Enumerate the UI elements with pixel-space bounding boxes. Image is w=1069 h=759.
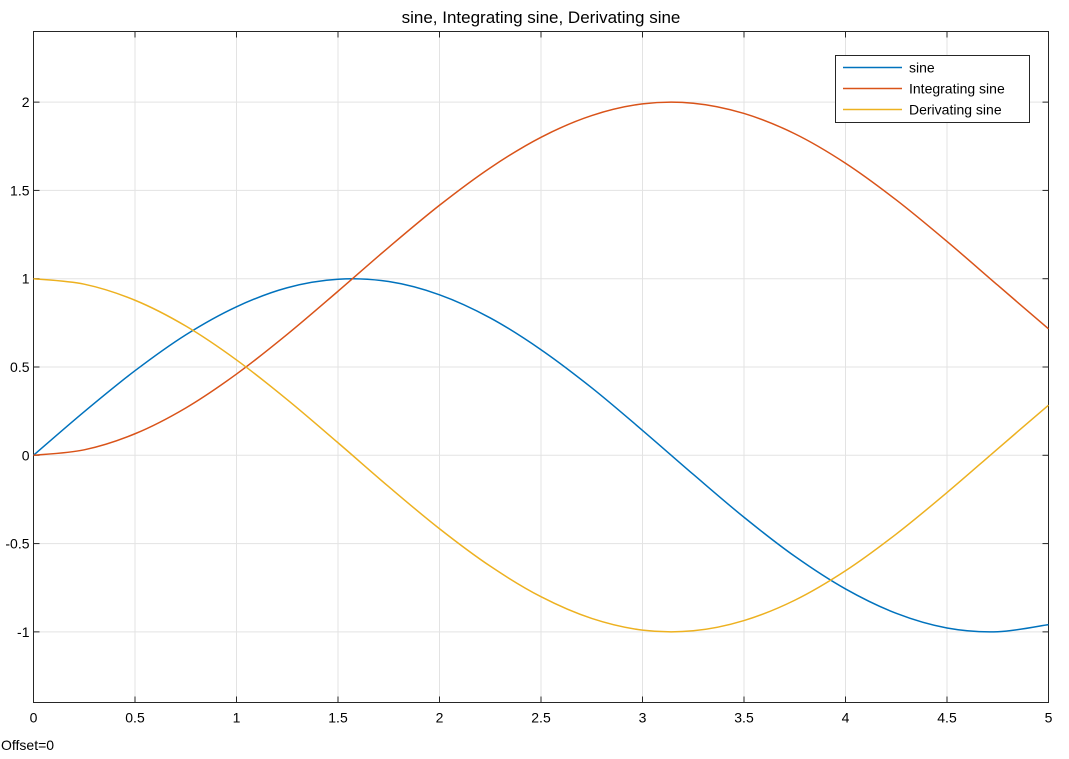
x-tick-label: 2.5: [531, 710, 551, 726]
y-tick-label: 2: [22, 94, 30, 110]
y-tick-label: 1.5: [10, 182, 30, 198]
x-tick-label: 3.5: [734, 710, 754, 726]
x-tick-label: 3: [639, 710, 647, 726]
y-tick-label: 0.5: [10, 359, 30, 375]
series-lines: [33, 101, 1049, 633]
series-line-sine: [33, 278, 1049, 633]
grid: [33, 31, 1049, 703]
x-tick-label: 1.5: [328, 710, 348, 726]
series-line-integrating-sine: [33, 101, 1049, 457]
y-tick-label: 0: [22, 447, 30, 463]
offset-label: Offset=0: [1, 737, 55, 753]
x-tick-label: 4: [842, 710, 850, 726]
x-tick-label: 0.5: [125, 710, 145, 726]
axis-ticks: [33, 31, 1049, 703]
x-tick-label: 5: [1045, 710, 1053, 726]
legend-label-integrating-sine: Integrating sine: [909, 81, 1005, 97]
legend[interactable]: sine Integrating sine Derivating sine: [835, 55, 1030, 123]
y-tick-label: -1: [17, 624, 30, 640]
chart-title: sine, Integrating sine, Derivating sine: [402, 8, 681, 27]
x-tick-label: 2: [436, 710, 444, 726]
y-axis-tick-labels: -1 -0.5 0 0.5 1 1.5 2: [5, 94, 29, 640]
legend-label-sine: sine: [909, 60, 935, 76]
x-tick-label: 4.5: [937, 710, 957, 726]
x-tick-label: 0: [30, 710, 38, 726]
legend-label-derivating-sine: Derivating sine: [909, 102, 1002, 118]
x-tick-label: 1: [233, 710, 241, 726]
y-tick-label: -0.5: [5, 536, 29, 552]
x-axis-tick-labels: 0 0.5 1 1.5 2 2.5 3 3.5 4 4.5 5: [30, 710, 1053, 726]
y-tick-label: 1: [22, 271, 30, 287]
series-line-derivating-sine: [33, 277, 1049, 633]
